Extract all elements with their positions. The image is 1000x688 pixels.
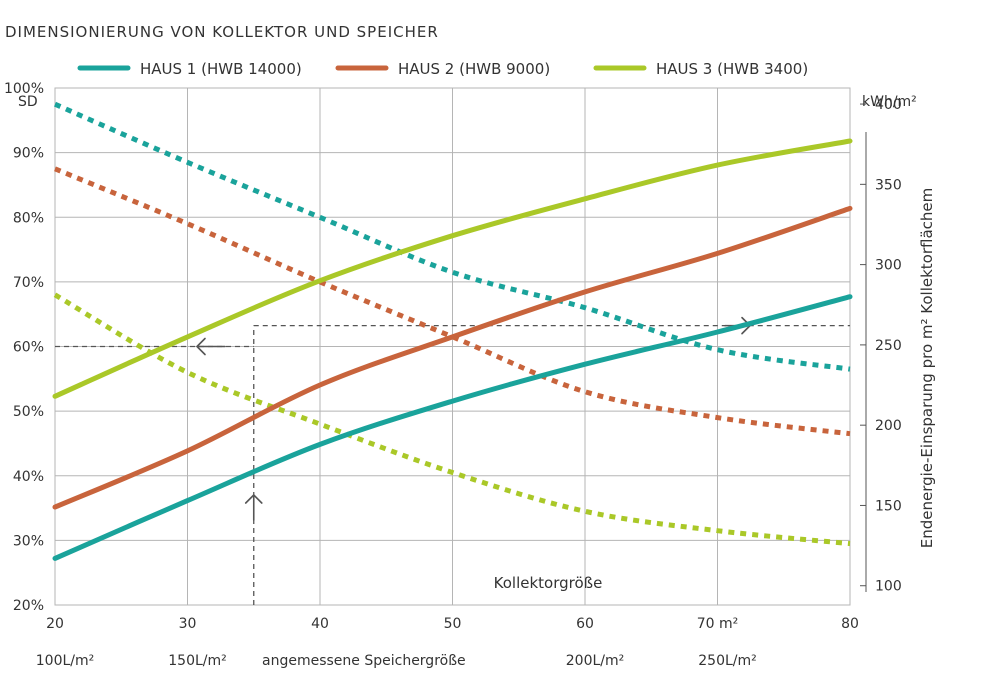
series-line-sd-2: [54, 166, 851, 437]
series-line-sd-3: [53, 292, 851, 547]
y2-axis-title: Endenergie-Einsparung pro m² Kollektorfl…: [918, 188, 936, 549]
y-axis-left: 20% 30% 40% 50% 60% 70% 80% 90% 100%: [4, 81, 44, 614]
y2-tick-label: 300: [875, 258, 902, 274]
y-axis-right: 100 150 200 250 300 350 400: [860, 97, 902, 595]
x2-label: 250L/m²: [698, 653, 757, 669]
y-tick-label: 60%: [13, 340, 44, 356]
series-line-sd-1: [53, 101, 851, 372]
legend-label: HAUS 3 (HWB 3400): [656, 60, 808, 78]
x-tick-label: 40: [311, 616, 329, 632]
y-tick-label: 50%: [13, 404, 44, 420]
x-tick-label: 50: [444, 616, 462, 632]
y-tick-label: 70%: [13, 275, 44, 291]
x2-label: 100L/m²: [36, 653, 95, 669]
y2-tick-label: 250: [875, 338, 902, 354]
legend-label: HAUS 1 (HWB 14000): [140, 60, 302, 78]
x-tick-label: 20: [46, 616, 64, 632]
y2-tick-label: 350: [875, 177, 902, 193]
y-tick-label: 90%: [13, 146, 44, 162]
y-tick-label: 20%: [13, 598, 44, 614]
y2-axis-unit: kWh/m²: [862, 94, 917, 110]
y2-tick-label: 100: [875, 579, 902, 595]
chart-title: DIMENSIONIERUNG VON KOLLEKTOR UND SPEICH…: [5, 23, 439, 41]
series-line-kwh-2: [52, 205, 853, 510]
x-axis: 20 30 40 50 60 70 m² 80 100L/m² 150L/m² angemesse…: [36, 616, 859, 669]
series-line-kwh-3: [52, 138, 853, 399]
x2-label: 150L/m²: [168, 653, 227, 669]
x-tick-label: 30: [179, 616, 197, 632]
y-tick-label: 40%: [13, 469, 44, 485]
arrow-left-icon: [196, 337, 226, 356]
x-tick-label: 70 m²: [697, 616, 739, 632]
y-tick-label: 80%: [13, 210, 44, 226]
y-tick-label: 100%: [4, 81, 44, 97]
x2-label: 200L/m²: [566, 653, 625, 669]
series-layer: [52, 101, 853, 561]
x-axis-title: Kollektorgröße: [494, 574, 603, 592]
y2-tick-label: 400: [875, 97, 902, 113]
x-tick-label: 60: [576, 616, 594, 632]
y-tick-label: 30%: [13, 533, 44, 549]
legend: HAUS 1 (HWB 14000) HAUS 2 (HWB 9000) HAUS …: [77, 60, 808, 78]
x-tick-label: 80: [841, 616, 859, 632]
y2-tick-label: 150: [875, 498, 902, 514]
x2-label: angemessene Speichergröße: [262, 653, 466, 669]
arrow-up-icon: [244, 494, 263, 521]
legend-label: HAUS 2 (HWB 9000): [398, 60, 550, 78]
series-line-kwh-1: [52, 294, 853, 561]
grid: [54, 87, 851, 606]
y-axis-title-left: SD: [18, 94, 38, 110]
y2-tick-label: 200: [875, 418, 902, 434]
